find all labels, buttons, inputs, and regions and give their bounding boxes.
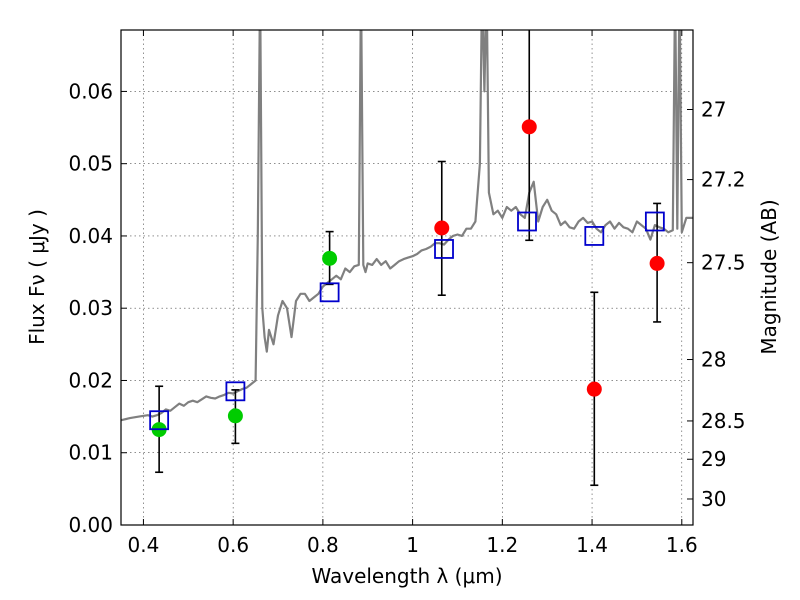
y2-tick-label: 27.5 [701, 251, 746, 275]
y-tick-label: 0.03 [68, 296, 113, 320]
green-data-point [227, 408, 243, 424]
grid-lines [121, 30, 693, 526]
model-photometry-square [584, 226, 605, 246]
y-axis-label: Flux Fν ( μJy ) [25, 209, 49, 345]
y2-tick-label: 28 [701, 348, 726, 372]
y-tick-label: 0.01 [68, 441, 113, 465]
model-photometry-square [319, 282, 340, 303]
y2-tick-label: 29 [701, 447, 726, 471]
y-tick-label: 0.05 [68, 152, 113, 176]
red-data-point [521, 119, 537, 135]
model-photometry-square [225, 381, 246, 402]
model-photometry-square [517, 211, 537, 232]
axis-ticks: 0.4 0.6 0.8 1 1.2 1.4 1.6 0.00 0.01 0.02 0.03 0.04 0… [68, 30, 746, 557]
y2-tick-label: 28.5 [701, 409, 746, 433]
model-photometry-square [434, 239, 454, 259]
y2-tick-label: 27 [701, 97, 726, 121]
model-photometry-square [149, 410, 170, 431]
model-photometry-square [644, 211, 665, 232]
x-tick-label: 0.4 [128, 533, 160, 557]
y2-tick-label: 30 [701, 487, 726, 511]
red-data-point [586, 381, 602, 397]
x-tick-label: 1 [406, 533, 419, 557]
green-data-point [322, 250, 338, 266]
red-data-point [434, 220, 450, 236]
plot-frame [120, 29, 694, 526]
x-tick-label: 1.6 [666, 533, 698, 557]
model-spectrum-line [121, 30, 693, 422]
y-tick-label: 0.02 [68, 368, 113, 392]
y-tick-label: 0.04 [68, 224, 113, 248]
x-tick-label: 1.4 [576, 533, 608, 557]
y-tick-label: 0.06 [68, 79, 113, 103]
x-tick-label: 0.6 [217, 533, 249, 557]
y2-tick-label: 27.2 [701, 168, 746, 192]
x-axis-label: Wavelength λ (μm) [311, 564, 502, 588]
y2-axis-label: Magnitude (AB) [757, 199, 781, 354]
y-tick-label: 0.00 [68, 513, 113, 537]
x-tick-label: 0.8 [307, 533, 339, 557]
plot-area [121, 30, 693, 487]
red-data-point [649, 255, 665, 271]
x-tick-label: 1.2 [486, 533, 518, 557]
